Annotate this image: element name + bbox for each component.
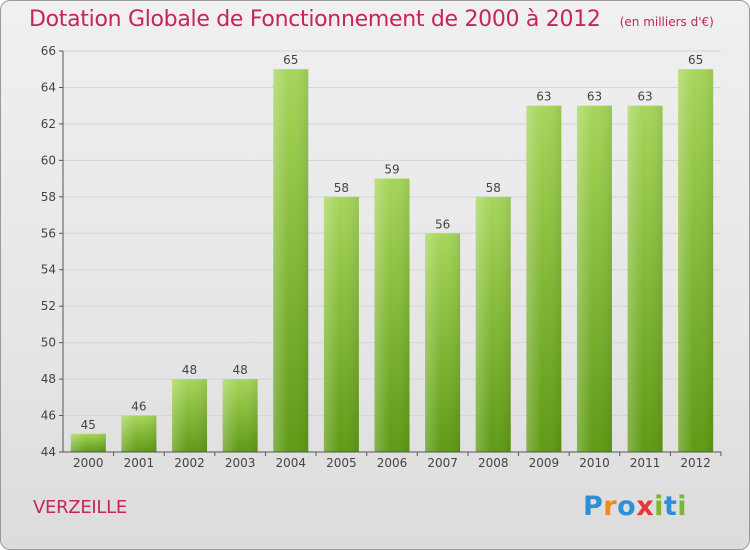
commune-name: VERZEILLE bbox=[33, 497, 127, 518]
x-tick-label: 2006 bbox=[377, 456, 408, 470]
bar-shine bbox=[425, 233, 461, 452]
bar-shine bbox=[374, 178, 410, 452]
x-tick-label: 2001 bbox=[124, 456, 155, 470]
data-label: 65 bbox=[688, 53, 703, 67]
chart-subtitle: (en milliers d'€) bbox=[619, 15, 714, 29]
data-label: 63 bbox=[637, 90, 652, 104]
axes: 44 46 48 50 52 54 56 58 60 62 64 66 2000 2001 2002 2003… bbox=[41, 44, 722, 470]
x-tick-label: 2005 bbox=[326, 456, 357, 470]
y-tick-label: 44 bbox=[41, 445, 56, 459]
data-label: 65 bbox=[283, 53, 298, 67]
data-labels: 45 46 48 48 65 58 59 56 58 63 63 63 65 bbox=[81, 53, 704, 432]
bar-shine bbox=[70, 433, 106, 452]
logo-letter: o bbox=[617, 491, 637, 522]
bar-shine bbox=[273, 69, 309, 453]
bar-shine bbox=[222, 379, 258, 452]
y-tick-label: 56 bbox=[41, 226, 56, 240]
y-tick-label: 60 bbox=[41, 153, 56, 167]
data-label: 63 bbox=[587, 90, 602, 104]
y-tick-label: 54 bbox=[41, 263, 56, 277]
data-label: 48 bbox=[182, 363, 197, 377]
data-label: 63 bbox=[536, 90, 551, 104]
data-label: 46 bbox=[131, 400, 146, 414]
x-tick-label: 2009 bbox=[529, 456, 560, 470]
y-tick-label: 48 bbox=[41, 372, 56, 386]
y-tick-label: 64 bbox=[41, 80, 56, 94]
bars bbox=[70, 69, 714, 453]
x-tick-label: 2010 bbox=[579, 456, 610, 470]
x-tick-label: 2008 bbox=[478, 456, 509, 470]
x-tick-label: 2007 bbox=[427, 456, 458, 470]
y-tick-label: 50 bbox=[41, 336, 56, 350]
logo-letter: i bbox=[654, 491, 664, 522]
x-tick-label: 2000 bbox=[73, 456, 104, 470]
bar-shine bbox=[576, 105, 612, 452]
data-label: 58 bbox=[334, 181, 349, 195]
bar-shine bbox=[475, 196, 511, 452]
bar-shine bbox=[323, 196, 359, 452]
logo-letter: i bbox=[677, 491, 688, 522]
bar-shine bbox=[526, 105, 562, 452]
data-label: 45 bbox=[81, 418, 96, 432]
bar-shine bbox=[172, 379, 208, 452]
x-tick-label: 2011 bbox=[630, 456, 661, 470]
y-tick-label: 52 bbox=[41, 299, 56, 313]
bar-shine bbox=[121, 415, 157, 452]
bar-shine bbox=[627, 105, 663, 452]
data-label: 48 bbox=[233, 363, 248, 377]
proxiti-logo: Proxiti bbox=[583, 491, 687, 522]
data-label: 58 bbox=[486, 181, 501, 195]
y-tick-label: 66 bbox=[41, 44, 56, 58]
y-tick-label: 62 bbox=[41, 117, 56, 131]
bar-shine bbox=[678, 69, 714, 453]
logo-letter: x bbox=[636, 491, 655, 522]
logo-letter: P bbox=[583, 491, 604, 522]
chart-title: Dotation Globale de Fonctionnement de 20… bbox=[29, 7, 601, 32]
y-tick-label: 46 bbox=[41, 409, 56, 423]
y-tick-label: 58 bbox=[41, 190, 56, 204]
logo-letter: t bbox=[663, 491, 678, 522]
title-row: Dotation Globale de Fonctionnement de 20… bbox=[29, 7, 714, 32]
x-tick-label: 2002 bbox=[174, 456, 205, 470]
x-tick-label: 2012 bbox=[680, 456, 711, 470]
data-label: 56 bbox=[435, 217, 450, 231]
logo-letter: r bbox=[603, 491, 618, 522]
x-tick-label: 2004 bbox=[275, 456, 306, 470]
data-label: 59 bbox=[384, 163, 399, 177]
x-tick-label: 2003 bbox=[225, 456, 256, 470]
